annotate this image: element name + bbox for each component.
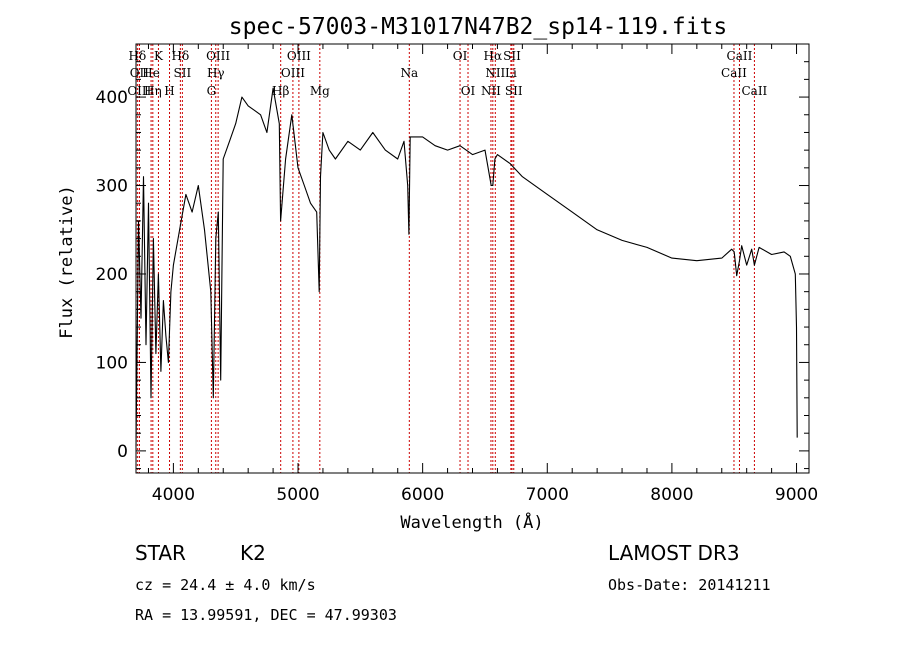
spectral-line-label: OIII bbox=[281, 66, 305, 80]
spectral-line-label: OIII bbox=[206, 49, 230, 63]
spectral-line-label: OI bbox=[461, 84, 476, 98]
spectral-line-label: K bbox=[154, 49, 164, 63]
spectral-line-label: CaII bbox=[727, 49, 753, 63]
spectral-line-label: SII bbox=[174, 66, 192, 80]
y-tick-label: 100 bbox=[96, 353, 128, 373]
spectral-line-label: Mg bbox=[310, 84, 330, 98]
spectral-line-label: H bbox=[164, 84, 174, 98]
chart-title: spec-57003-M31017N47B2_sp14-119.fits bbox=[229, 14, 728, 40]
y-axis-ticks: 0 100 200 300 400 bbox=[96, 61, 809, 470]
observation-date: Obs-Date: 20141211 bbox=[608, 576, 771, 594]
y-axis-label: Flux (relative) bbox=[57, 185, 77, 339]
spectral-line-label: He bbox=[142, 66, 160, 80]
y-tick-label: 400 bbox=[96, 88, 128, 108]
x-tick-label: 4000 bbox=[152, 485, 195, 505]
spectral-line-label: NII bbox=[485, 66, 505, 80]
spectral-line-label: Hα bbox=[484, 49, 503, 63]
velocity-readout: cz = 24.4 ± 4.0 km/s bbox=[135, 576, 316, 594]
x-tick-label: 9000 bbox=[775, 485, 818, 505]
spectral-line-label: CaII bbox=[741, 84, 767, 98]
spectral-line-label: OIII bbox=[127, 84, 151, 98]
spectral-line-label: SII bbox=[505, 84, 523, 98]
spectral-line-label: G bbox=[207, 84, 217, 98]
spectral-line-label: Hγ bbox=[207, 66, 225, 80]
spectral-line-label: Li bbox=[505, 66, 517, 80]
spectral-line-label: Hβ bbox=[272, 84, 289, 98]
spectral-line-label: OII bbox=[130, 66, 150, 80]
spectral-line-label: NII bbox=[481, 84, 501, 98]
spectral-line-label: Hδ bbox=[129, 49, 147, 63]
spectral-line-markers bbox=[136, 44, 755, 473]
y-tick-label: 200 bbox=[96, 265, 128, 285]
spectral-line-label: Hη bbox=[144, 84, 162, 98]
plot-frame bbox=[135, 43, 810, 474]
y-tick-label: 300 bbox=[96, 177, 128, 197]
x-tick-label: 6000 bbox=[401, 485, 444, 505]
spectral-line-label: SII bbox=[503, 49, 521, 63]
spectral-line-label: OI bbox=[453, 49, 468, 63]
object-class: STAR bbox=[135, 541, 186, 565]
x-tick-label: 5000 bbox=[276, 485, 319, 505]
spectral-line-label: Na bbox=[400, 66, 418, 80]
x-tick-label: 8000 bbox=[650, 485, 693, 505]
survey-name: LAMOST DR3 bbox=[608, 541, 740, 565]
spectrum-layer bbox=[135, 87, 798, 447]
coordinates-readout: RA = 13.99591, DEC = 47.99303 bbox=[135, 606, 397, 624]
x-axis-label: Wavelength (Å) bbox=[400, 511, 543, 533]
object-subclass: K2 bbox=[240, 541, 266, 565]
spectrum-line bbox=[135, 87, 798, 447]
spectral-line-label: Hδ bbox=[172, 49, 190, 63]
x-tick-label: 7000 bbox=[526, 485, 569, 505]
x-axis-ticks: 4000 5000 6000 7000 8000 9000 bbox=[147, 44, 818, 505]
spectral-line-label: CaII bbox=[721, 66, 747, 80]
y-tick-label: 0 bbox=[117, 442, 128, 462]
spectral-line-label: OIII bbox=[287, 49, 311, 63]
